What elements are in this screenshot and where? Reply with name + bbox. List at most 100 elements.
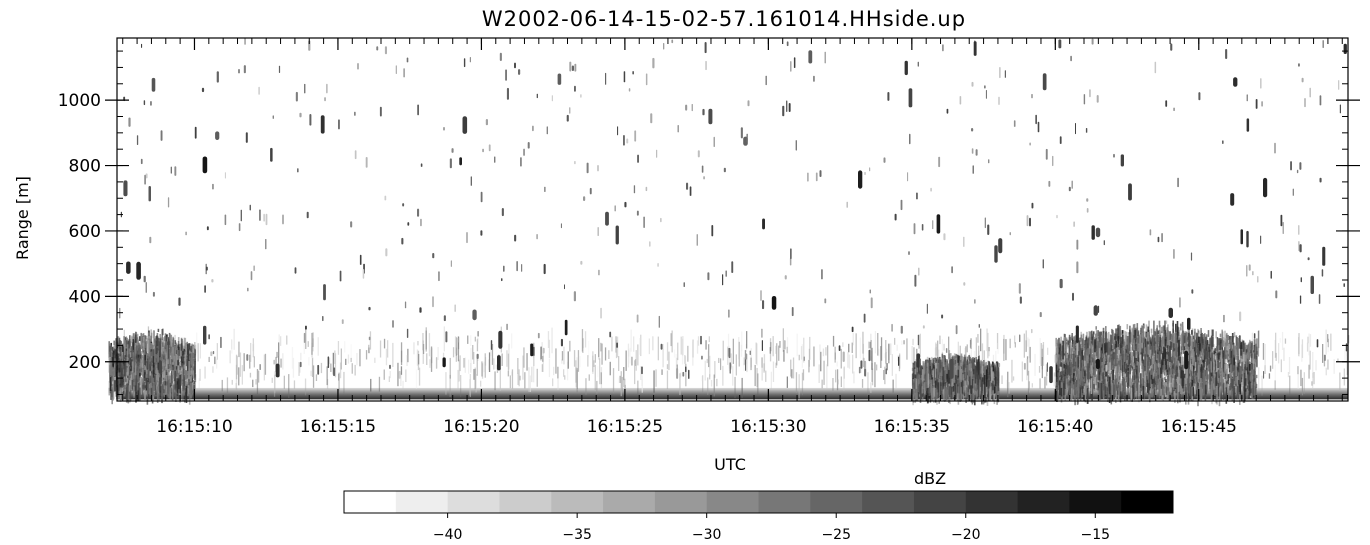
echo-point	[860, 360, 863, 369]
echo-point	[949, 359, 954, 379]
echo-point	[435, 357, 438, 369]
echo-point	[921, 224, 924, 231]
echo-point	[583, 196, 586, 201]
colorbar-segment	[913, 491, 967, 513]
echo-point	[683, 282, 685, 287]
echo-point	[420, 218, 422, 227]
x-tick-label: 16:15:30	[730, 417, 806, 437]
echo-point	[1113, 153, 1115, 158]
colorbar-tick-label: −35	[562, 527, 592, 543]
echo-point	[537, 332, 540, 339]
echo-point	[224, 172, 226, 179]
echo-point	[1042, 73, 1047, 91]
echo-point	[786, 100, 788, 112]
echo-point	[1091, 225, 1095, 240]
echo-point	[514, 62, 516, 69]
echo-point	[368, 306, 371, 311]
echo-point	[497, 355, 501, 371]
echo-point	[1059, 366, 1062, 372]
echo-point	[1300, 277, 1302, 283]
echo-point	[1075, 325, 1079, 343]
echo-point	[1168, 307, 1173, 318]
echo-point	[309, 114, 312, 126]
echo-point	[597, 165, 599, 172]
echo-point	[790, 248, 792, 260]
echo-point	[869, 167, 871, 172]
echo-point	[1343, 43, 1347, 54]
echo-point	[749, 350, 751, 355]
echo-point	[469, 57, 471, 63]
echo-point	[971, 81, 974, 87]
echo-point	[1161, 233, 1163, 243]
echo-point	[636, 314, 639, 323]
echo-point	[402, 203, 405, 207]
echo-point	[1319, 95, 1322, 106]
echo-point	[152, 330, 155, 339]
echo-point	[243, 65, 246, 74]
echo-point	[1068, 186, 1071, 192]
echo-point	[987, 224, 990, 235]
echo-point	[617, 126, 619, 136]
echo-point	[354, 111, 356, 116]
echo-point	[1149, 229, 1152, 236]
echo-point	[137, 361, 139, 367]
echo-point	[1222, 140, 1224, 144]
echo-point	[1083, 94, 1086, 105]
echo-point	[466, 232, 468, 244]
echo-point	[641, 366, 643, 375]
echo-point	[305, 325, 307, 330]
echo-point	[174, 166, 177, 176]
echo-point	[317, 364, 320, 375]
colorbar-segment	[447, 491, 500, 513]
echo-point	[299, 361, 302, 368]
echo-point	[204, 285, 206, 293]
echo-point	[1157, 236, 1160, 243]
echo-point	[1031, 202, 1034, 209]
echo-point	[417, 104, 419, 116]
echo-point	[650, 113, 653, 124]
echo-point	[1070, 55, 1072, 62]
echo-point	[350, 221, 353, 228]
echo-point	[657, 263, 659, 267]
echo-point	[323, 284, 326, 301]
echo-point	[1042, 259, 1044, 269]
echo-point	[998, 96, 1000, 105]
echo-point	[202, 156, 208, 174]
echo-point	[141, 43, 143, 48]
y-tick-label: 600	[69, 222, 101, 242]
echo-point	[144, 174, 146, 185]
echo-point	[1275, 290, 1278, 299]
echo-point	[955, 325, 958, 335]
echo-point	[951, 266, 953, 274]
echo-point	[807, 172, 809, 182]
echo-point	[1023, 362, 1026, 370]
echo-point	[506, 87, 509, 100]
echo-point	[942, 44, 944, 52]
echo-point	[1260, 235, 1262, 244]
echo-point	[212, 351, 215, 355]
echo-point	[691, 104, 693, 112]
echo-point	[1238, 348, 1241, 360]
echo-point	[917, 334, 919, 346]
echo-point	[1239, 311, 1242, 322]
echo-point	[523, 148, 525, 156]
echo-point	[145, 173, 148, 179]
echo-point	[1338, 80, 1340, 90]
x-tick-label: 16:15:25	[587, 417, 663, 437]
echo-point	[480, 230, 483, 236]
echo-point	[143, 100, 146, 106]
echo-point	[771, 296, 777, 310]
echo-point	[420, 163, 423, 167]
echo-point	[1301, 77, 1304, 83]
echo-point	[1071, 180, 1073, 189]
echo-point	[211, 279, 214, 283]
echo-point	[788, 103, 791, 112]
echo-point	[338, 119, 340, 130]
echo-point	[916, 353, 921, 368]
echo-point	[746, 133, 748, 142]
echo-point	[846, 201, 848, 208]
echo-point	[158, 360, 162, 374]
echo-point	[566, 114, 569, 122]
echo-point	[208, 334, 210, 340]
echo-point	[943, 343, 945, 351]
